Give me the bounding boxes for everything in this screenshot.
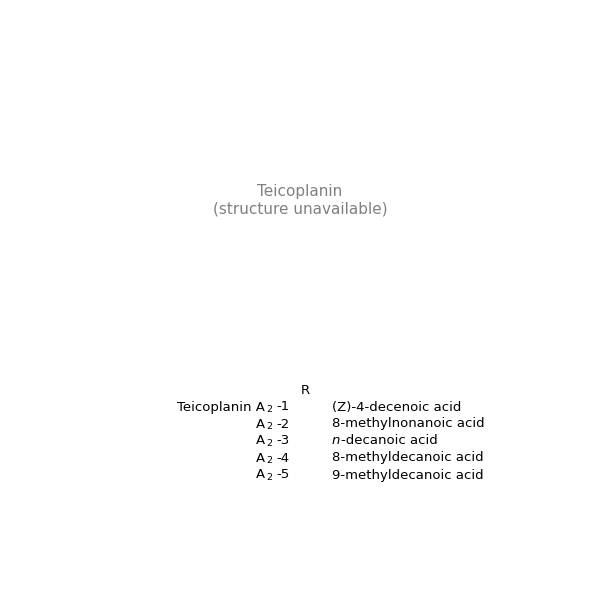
- Text: A: A: [256, 418, 265, 431]
- Text: Teicoplanin A: Teicoplanin A: [177, 401, 265, 413]
- Text: -3: -3: [276, 434, 289, 448]
- Text: -4: -4: [276, 451, 289, 464]
- Text: 2: 2: [266, 439, 272, 448]
- Text: -2: -2: [276, 418, 289, 431]
- Text: 2: 2: [266, 422, 272, 431]
- Text: 2: 2: [266, 456, 272, 466]
- Text: 8-methyldecanoic acid: 8-methyldecanoic acid: [332, 451, 484, 464]
- Text: A: A: [256, 469, 265, 481]
- Text: R: R: [301, 383, 310, 397]
- Text: 2: 2: [266, 473, 272, 482]
- Text: A: A: [256, 434, 265, 448]
- Text: A: A: [256, 451, 265, 464]
- Text: n: n: [332, 434, 340, 448]
- Text: -1: -1: [276, 401, 289, 413]
- Text: -decanoic acid: -decanoic acid: [341, 434, 438, 448]
- Text: 8-methylnonanoic acid: 8-methylnonanoic acid: [332, 418, 485, 431]
- Text: 2: 2: [266, 406, 272, 414]
- Text: 9-methyldecanoic acid: 9-methyldecanoic acid: [332, 469, 484, 481]
- Text: Teicoplanin
(structure unavailable): Teicoplanin (structure unavailable): [212, 184, 388, 216]
- Text: -5: -5: [276, 469, 289, 481]
- Text: (Z)-4-decenoic acid: (Z)-4-decenoic acid: [332, 401, 461, 413]
